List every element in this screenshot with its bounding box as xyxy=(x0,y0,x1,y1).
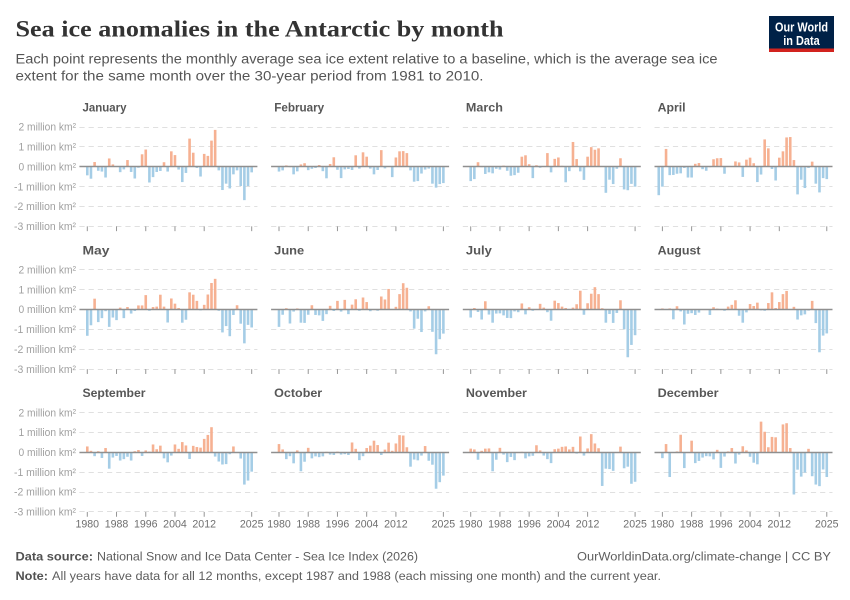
svg-text:1980: 1980 xyxy=(267,519,291,531)
svg-text:November: November xyxy=(466,386,527,400)
svg-text:2 million km²: 2 million km² xyxy=(19,407,77,419)
svg-text:-1 million km²: -1 million km² xyxy=(14,467,76,479)
svg-text:1 million km²: 1 million km² xyxy=(19,284,77,296)
svg-text:2012: 2012 xyxy=(192,519,216,531)
svg-text:2012: 2012 xyxy=(384,519,408,531)
svg-text:1980: 1980 xyxy=(459,519,483,531)
svg-text:Data source:: Data source: xyxy=(16,550,94,564)
svg-text:Each point represents the mont: Each point represents the monthly averag… xyxy=(16,52,718,68)
svg-text:OurWorldinData.org/climate-cha: OurWorldinData.org/climate-change | CC B… xyxy=(577,550,831,564)
svg-text:0 million km²: 0 million km² xyxy=(19,161,77,173)
svg-text:December: December xyxy=(658,386,719,400)
svg-text:1 million km²: 1 million km² xyxy=(19,142,77,154)
svg-text:-2 million km²: -2 million km² xyxy=(14,201,76,213)
svg-text:2025: 2025 xyxy=(432,519,456,531)
svg-text:National Snow and Ice Data Cen: National Snow and Ice Data Center - Sea … xyxy=(97,550,418,564)
svg-text:2012: 2012 xyxy=(576,519,600,531)
svg-text:-2 million km²: -2 million km² xyxy=(14,487,76,499)
svg-text:extent for the same month over: extent for the same month over the 30-ye… xyxy=(16,69,484,85)
svg-text:-3 million km²: -3 million km² xyxy=(14,221,76,233)
svg-text:1988: 1988 xyxy=(680,519,704,531)
svg-text:Sea ice anomalies in the Antar: Sea ice anomalies in the Antarctic by mo… xyxy=(16,17,504,43)
svg-text:-3 million km²: -3 million km² xyxy=(14,507,76,519)
svg-text:September: September xyxy=(83,386,146,400)
svg-text:2012: 2012 xyxy=(768,519,792,531)
svg-text:1996: 1996 xyxy=(517,519,541,531)
svg-text:1988: 1988 xyxy=(488,519,512,531)
svg-text:April: April xyxy=(658,101,686,115)
svg-text:1988: 1988 xyxy=(296,519,320,531)
svg-text:-2 million km²: -2 million km² xyxy=(14,344,76,356)
svg-text:January: January xyxy=(83,101,127,115)
svg-text:in Data: in Data xyxy=(783,33,820,48)
svg-text:July: July xyxy=(466,243,492,257)
svg-text:-1 million km²: -1 million km² xyxy=(14,181,76,193)
svg-text:June: June xyxy=(274,243,304,257)
svg-text:All years have data for all 12: All years have data for all 12 months, e… xyxy=(52,569,661,583)
svg-text:2025: 2025 xyxy=(623,519,647,531)
svg-text:-3 million km²: -3 million km² xyxy=(14,364,76,376)
svg-text:2004: 2004 xyxy=(163,519,187,531)
svg-text:-1 million km²: -1 million km² xyxy=(14,324,76,336)
svg-text:1996: 1996 xyxy=(326,519,350,531)
svg-text:2025: 2025 xyxy=(815,519,839,531)
svg-text:1996: 1996 xyxy=(134,519,158,531)
svg-text:1980: 1980 xyxy=(76,519,100,531)
svg-text:Note:: Note: xyxy=(16,569,49,583)
svg-text:August: August xyxy=(658,243,701,257)
svg-text:Our World: Our World xyxy=(775,20,828,35)
svg-text:2004: 2004 xyxy=(547,519,571,531)
svg-text:0 million km²: 0 million km² xyxy=(19,304,77,316)
svg-text:2 million km²: 2 million km² xyxy=(19,265,77,277)
svg-text:October: October xyxy=(274,386,322,400)
svg-text:March: March xyxy=(466,101,503,115)
svg-text:1988: 1988 xyxy=(105,519,129,531)
svg-text:February: February xyxy=(274,101,324,115)
svg-text:1980: 1980 xyxy=(651,519,675,531)
svg-text:1996: 1996 xyxy=(709,519,733,531)
svg-text:0 million km²: 0 million km² xyxy=(19,447,77,459)
svg-text:2 million km²: 2 million km² xyxy=(19,122,77,134)
svg-text:2025: 2025 xyxy=(240,519,264,531)
svg-text:2004: 2004 xyxy=(738,519,762,531)
svg-text:1 million km²: 1 million km² xyxy=(19,427,77,439)
svg-text:May: May xyxy=(83,243,110,257)
svg-text:2004: 2004 xyxy=(355,519,379,531)
